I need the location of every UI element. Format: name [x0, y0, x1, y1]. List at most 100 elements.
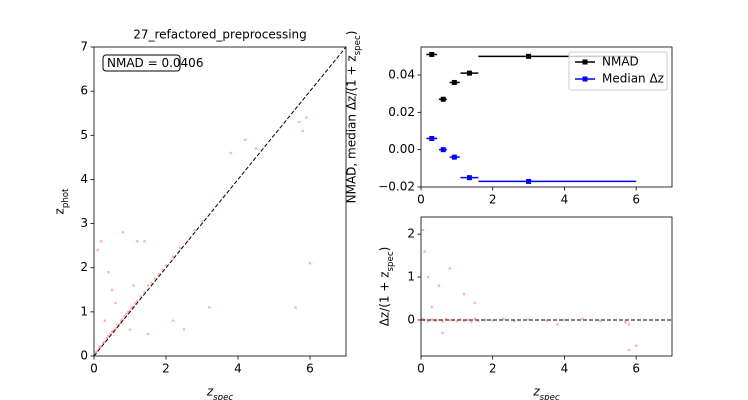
y-tick-label: 6 [80, 84, 88, 98]
marker [526, 53, 532, 59]
point [157, 273, 161, 276]
point [143, 290, 146, 294]
point [96, 248, 99, 252]
y-axis-label: NMAD, median Δz/(1 + zspec) [345, 31, 363, 204]
identity-line [93, 46, 347, 357]
point [96, 349, 99, 353]
point [455, 319, 459, 323]
point [98, 345, 101, 349]
x-tick-label: 4 [561, 362, 569, 376]
point [121, 231, 125, 234]
point [430, 305, 434, 309]
point [161, 268, 164, 272]
annotation-box [102, 54, 181, 72]
y-tick-label: 2 [80, 260, 88, 274]
point [211, 209, 215, 212]
y-tick-label: 3 [80, 216, 88, 230]
point [437, 284, 441, 287]
x-tick-label: 6 [632, 193, 640, 207]
point [99, 239, 103, 243]
point [624, 320, 627, 324]
point [421, 228, 425, 232]
x-tick-label: 2 [489, 193, 497, 207]
marker [429, 51, 435, 57]
point [186, 239, 189, 243]
marker [429, 135, 435, 141]
x-axis-label: zspec [206, 385, 234, 400]
marker [526, 178, 532, 184]
point [103, 340, 107, 344]
x-tick-label: 6 [632, 362, 640, 376]
point [171, 319, 175, 322]
point [473, 317, 477, 320]
point [301, 129, 305, 133]
point [423, 250, 426, 253]
point [459, 318, 462, 321]
marker [440, 147, 446, 153]
point [119, 319, 123, 322]
y-tick-label: 7 [80, 40, 88, 54]
point [143, 239, 146, 243]
point [448, 319, 451, 322]
marker [451, 154, 457, 160]
point [128, 328, 132, 331]
axes-frame [93, 46, 347, 357]
axes-frame [420, 216, 673, 357]
point [634, 344, 638, 348]
x-tick-label: 6 [306, 362, 314, 376]
point [116, 323, 119, 327]
x-tick-label: 2 [162, 362, 170, 376]
point [462, 319, 466, 323]
point [135, 239, 139, 243]
point [627, 322, 631, 326]
chart-title: 27_refactored_preprocessing [133, 28, 307, 42]
y-tick-label: 1 [407, 270, 415, 284]
x-tick-label: 4 [234, 362, 242, 376]
y-tick-label: 5 [80, 128, 88, 142]
point [130, 306, 134, 309]
point [297, 120, 301, 124]
marker [466, 70, 472, 76]
point [512, 319, 516, 323]
point [545, 319, 548, 323]
point [94, 351, 98, 354]
point [182, 328, 186, 331]
point [254, 147, 258, 150]
point [99, 344, 103, 348]
point [426, 319, 430, 323]
marker [451, 79, 457, 85]
y-tick-label: −0.02 [378, 180, 415, 194]
axes-frame [420, 46, 673, 188]
point [308, 262, 312, 265]
point [444, 317, 448, 321]
point [108, 332, 112, 336]
point [477, 319, 480, 323]
point [527, 318, 530, 321]
point [200, 220, 204, 223]
point [484, 318, 487, 322]
y-tick-label: 4 [80, 172, 88, 186]
y-axis-label: Δz/(1 + zspec) [378, 247, 396, 327]
point [598, 319, 602, 323]
point [139, 295, 143, 298]
legend-marker [582, 76, 588, 82]
point [305, 116, 308, 119]
x-tick-label: 0 [417, 362, 425, 376]
y-tick-label: 0.02 [388, 105, 415, 119]
point [132, 305, 135, 308]
point [581, 317, 584, 320]
point [101, 341, 105, 345]
point [112, 329, 116, 332]
y-tick-label: 0.00 [388, 142, 415, 156]
point [132, 284, 135, 287]
point [469, 320, 473, 324]
point [294, 306, 297, 309]
legend-label: NMAD [602, 55, 639, 69]
annotation: NMAD = 0.0406 [107, 56, 203, 70]
x-tick-label: 4 [561, 193, 569, 207]
point [128, 309, 132, 313]
point [164, 264, 168, 267]
point [121, 318, 125, 322]
point [421, 317, 425, 321]
